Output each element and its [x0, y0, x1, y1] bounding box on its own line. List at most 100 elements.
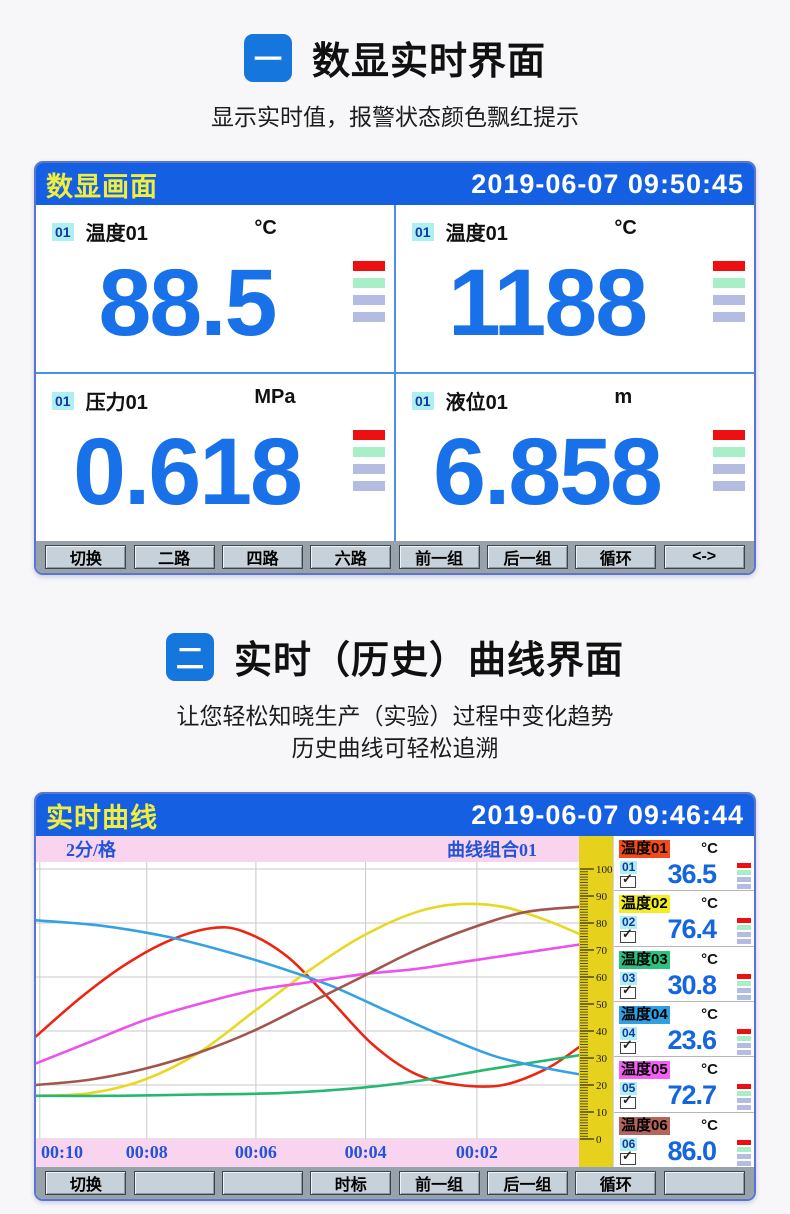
channel-badge: 03 — [620, 970, 638, 985]
channel-badge: 01 — [412, 391, 434, 410]
alarm-indicator — [353, 430, 385, 491]
alarm-bar — [737, 1153, 751, 1159]
alarm-bar — [737, 1084, 751, 1090]
unit-label: °C — [701, 1061, 718, 1079]
device-button[interactable]: <-> — [663, 545, 745, 569]
channel-value: 86.0 — [667, 1135, 717, 1166]
alarm-bar — [737, 1035, 751, 1041]
channel-checkbox[interactable]: ✓ — [620, 927, 636, 944]
alarm-bar — [737, 973, 751, 979]
channel-list: 温度01 °C 01 ✓ 36.5 — [613, 836, 754, 1167]
channel-badge: 05 — [620, 1081, 638, 1096]
device-button[interactable] — [133, 1171, 215, 1195]
panel-top-row: 01 温度01 °C — [36, 205, 394, 246]
device-button[interactable]: 二路 — [133, 545, 215, 569]
device-button[interactable]: 循环 — [575, 545, 657, 569]
alarm-bar — [737, 884, 751, 889]
alarm-bar — [737, 918, 751, 924]
alarm-bar — [737, 1028, 751, 1034]
device-button[interactable]: 前一组 — [398, 545, 480, 569]
device-button[interactable]: 时标 — [310, 1171, 392, 1195]
device-button[interactable]: 循环 — [575, 1171, 657, 1195]
channel-checkbox[interactable]: ✓ — [620, 1038, 636, 1054]
channel-checkbox[interactable]: ✓ — [620, 1093, 636, 1110]
device-button[interactable] — [221, 1171, 303, 1195]
section1-heading: 一 数显实时界面 — [0, 0, 790, 85]
process-value: 0.618 — [73, 419, 303, 525]
unit-label: °C — [614, 217, 637, 239]
section1-subtitle: 显示实时值，报警状态颜色飘红提示 — [211, 104, 579, 130]
panel-top-row: 01 温度01 °C — [396, 205, 754, 246]
section1-number-badge: 一 — [243, 33, 292, 82]
channel-badge: 01 — [52, 222, 74, 241]
device-button[interactable]: 四路 — [221, 545, 303, 569]
channel-tag: 温度05 — [619, 1061, 670, 1080]
channel-checkbox[interactable]: ✓ — [620, 983, 636, 999]
x-tick-label: 00:10 — [41, 1142, 83, 1162]
unit-label: °C — [701, 1116, 718, 1134]
value-panel: 01 压力01 MPa 0.618 — [36, 374, 394, 541]
screen2-button-bar: 切换 时标 前一组 后一组 循环 — [36, 1167, 754, 1199]
channel-row: 温度05 °C 05 ✓ 72.7 — [614, 1057, 754, 1113]
alarm-bar — [737, 1042, 751, 1048]
check-icon: ✓ — [622, 1092, 633, 1108]
alarm-indicator — [737, 918, 751, 945]
process-value: 6.858 — [433, 419, 663, 525]
alarm-indicator — [737, 1028, 751, 1055]
svg-text:20: 20 — [596, 1080, 608, 1092]
alarm-bar — [713, 464, 745, 474]
panel-top-row: 01 压力01 MPa — [36, 374, 394, 415]
curve-group-label: 曲线组合01 — [447, 840, 537, 860]
channel-row: 温度01 °C 01 ✓ 36.5 — [614, 836, 754, 892]
device-button[interactable]: 前一组 — [398, 1171, 480, 1195]
alarm-bar — [713, 447, 745, 457]
value-panel: 01 温度01 °C 88.5 — [36, 205, 394, 372]
device-button[interactable]: 切换 — [45, 545, 127, 569]
device-button[interactable]: 六路 — [310, 545, 392, 569]
panel-top-row: 01 液位01 m — [396, 374, 754, 415]
channel-value: 30.8 — [667, 969, 717, 1000]
unit-label: °C — [701, 840, 718, 857]
svg-text:40: 40 — [596, 1026, 608, 1038]
alarm-bar — [737, 1049, 751, 1055]
alarm-indicator — [737, 973, 751, 1000]
alarm-bar — [737, 1098, 751, 1104]
svg-text:90: 90 — [596, 891, 608, 903]
alarm-bar — [713, 261, 745, 271]
svg-text:10: 10 — [596, 1107, 608, 1119]
check-icon: ✓ — [622, 926, 633, 942]
channel-value: 36.5 — [667, 859, 717, 889]
device-button[interactable]: 切换 — [45, 1171, 127, 1195]
unit-label: °C — [701, 895, 718, 913]
unit-label: °C — [701, 950, 718, 968]
svg-text:0: 0 — [596, 1134, 602, 1146]
screen2-header: 实时曲线 2019-06-07 09:46:44 — [36, 794, 754, 836]
trend-chart-svg — [36, 862, 579, 1139]
channel-checkbox[interactable]: ✓ — [620, 1149, 636, 1165]
channel-value: 72.7 — [667, 1080, 717, 1111]
device-button[interactable] — [663, 1171, 745, 1195]
ruler-svg: 0 10 20 30 40 50 60 70 80 90 100 — [580, 864, 613, 1146]
y-axis-ruler: 0 10 20 30 40 50 60 70 80 90 100 — [579, 836, 613, 1167]
check-icon: ✓ — [622, 1036, 633, 1052]
channel-label: 温度01 — [445, 223, 508, 245]
alarm-indicator — [353, 261, 385, 322]
svg-text:100: 100 — [596, 864, 613, 876]
trend-chart — [36, 862, 579, 1139]
check-icon: ✓ — [622, 981, 633, 997]
alarm-bar — [713, 481, 745, 491]
channel-badge: 01 — [412, 222, 434, 241]
x-tick-label: 00:08 — [125, 1142, 168, 1162]
alarm-bar — [353, 312, 385, 322]
alarm-indicator — [737, 1139, 751, 1166]
alarm-bar — [353, 464, 385, 474]
channel-tag: 温度04 — [619, 1005, 670, 1024]
section2-subtitle-line2: 历史曲线可轻松追溯 — [291, 735, 499, 761]
device-button[interactable]: 后一组 — [486, 1171, 568, 1195]
unit-label: °C — [701, 1005, 718, 1023]
channel-row: 温度03 °C 03 ✓ 30.8 — [614, 946, 754, 1002]
screen2-title: 实时曲线 — [46, 802, 158, 833]
x-tick-label: 00:06 — [234, 1142, 277, 1162]
channel-checkbox[interactable]: ✓ — [620, 872, 636, 888]
device-button[interactable]: 后一组 — [486, 545, 568, 569]
